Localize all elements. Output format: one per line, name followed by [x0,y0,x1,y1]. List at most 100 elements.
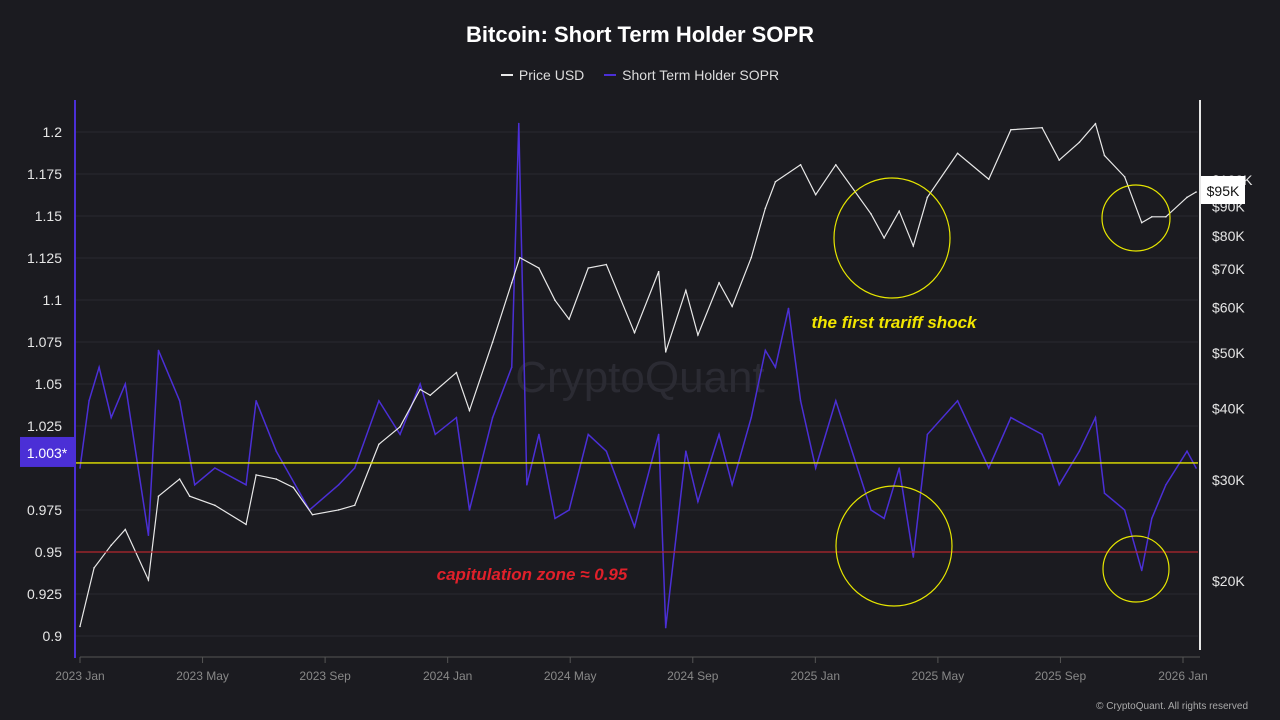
price-point [799,163,802,166]
chart-title: Bitcoin: Short Term Holder SOPR [466,22,814,47]
price-point [245,523,247,526]
sopr-point [255,400,257,402]
price-point [657,270,660,273]
price-point [718,281,720,284]
price-point [455,371,458,374]
current-sopr-label: 1.003* [27,445,68,461]
sopr-line [79,123,1197,628]
sopr-point [657,433,660,436]
price-point [429,394,432,397]
price-point [685,289,687,292]
price-point [1058,159,1061,161]
x-tick-label: 2026 Jan [1158,669,1207,683]
sopr-point [764,349,767,352]
left-tick-label: 1.15 [35,208,62,224]
sopr-point [419,383,421,385]
legend-item-price[interactable]: Price USD [500,67,584,83]
x-tick-label: 2024 May [544,669,597,683]
price-point [1123,175,1126,178]
sopr-point [633,526,636,528]
sopr-point [912,556,915,558]
annotation-capitulation-zone: capitulation zone ≈ 0.95 [437,565,628,584]
sopr-point [587,433,590,436]
current-sopr-badge [20,436,74,467]
left-tick-label: 0.95 [35,544,62,560]
price-point [1094,122,1097,125]
price-point [353,504,356,507]
price-point [468,409,471,412]
left-tick-label: 1.1 [43,292,63,308]
price-point [898,210,900,212]
sopr-point [275,450,278,453]
sopr-point [491,416,494,419]
price-point [79,625,81,628]
x-tick-label: 2023 May [176,669,229,683]
copyright: © CryptoQuant. All rights reserved [1096,701,1248,712]
price-point [883,237,885,239]
price-point [697,334,699,336]
price-point [275,478,278,480]
price-point [1103,154,1106,157]
sopr-point [510,366,513,369]
price-point [605,263,608,266]
sopr-point [1151,517,1153,520]
price-point [814,193,817,196]
sopr-point [98,366,100,369]
x-tick-label: 2023 Jan [55,669,104,683]
sopr-point [834,400,837,402]
sopr-point [455,416,458,419]
left-tick-label: 1.175 [27,166,62,182]
price-point [834,163,837,166]
x-tick-label: 2025 May [912,669,965,683]
sopr-point [157,349,160,352]
legend: Price USD Short Term Holder SOPR [0,63,1280,83]
left-tick-label: 1.05 [35,376,62,392]
sopr-point [434,433,437,436]
sopr-point [799,400,802,402]
sopr-point [814,467,817,469]
annotation-tariff-shock: the first trariff shock [811,313,978,332]
sopr-point [718,433,720,436]
x-tick-label: 2024 Sep [667,669,719,683]
price-point [587,267,590,269]
left-tick-label: 0.9 [43,628,63,644]
right-tick-label: $70K [1212,261,1245,277]
sopr-point [956,400,959,402]
price-point [147,579,150,581]
price-point [538,267,540,269]
price-point [518,256,521,259]
sopr-point [79,467,81,469]
price-point [568,318,570,321]
left-tick-label: 0.975 [27,502,62,518]
sopr-point [1140,569,1143,572]
sopr-point [883,517,885,520]
price-point [292,486,295,489]
price-point [1151,216,1153,218]
left-tick-label: 1.2 [43,124,63,140]
sopr-point [685,450,687,453]
price-point [214,504,216,507]
sopr-point [664,626,667,629]
price-point [399,426,401,428]
sopr-point [538,433,540,436]
sopr-point [898,467,900,469]
legend-item-sopr[interactable]: Short Term Holder SOPR [604,67,779,83]
sopr-point [1041,433,1043,436]
left-tick-label: 1.075 [27,334,62,350]
sopr-point [1058,484,1061,486]
price-point [157,495,160,498]
highlight-circle [1101,184,1171,252]
price-point [731,305,733,308]
sopr-point [1165,484,1167,486]
sopr-point [468,509,471,511]
legend-swatch [500,74,513,76]
sopr-point [1078,450,1081,453]
sopr-point [1123,509,1126,511]
sopr-point [870,509,872,511]
right-tick-label: $50K [1212,345,1245,361]
right-tick-label: $40K [1212,400,1245,416]
left-tick-label: 1.125 [27,250,62,266]
sopr-point [517,122,520,125]
sopr-point [378,400,380,402]
price-line [79,122,1197,627]
